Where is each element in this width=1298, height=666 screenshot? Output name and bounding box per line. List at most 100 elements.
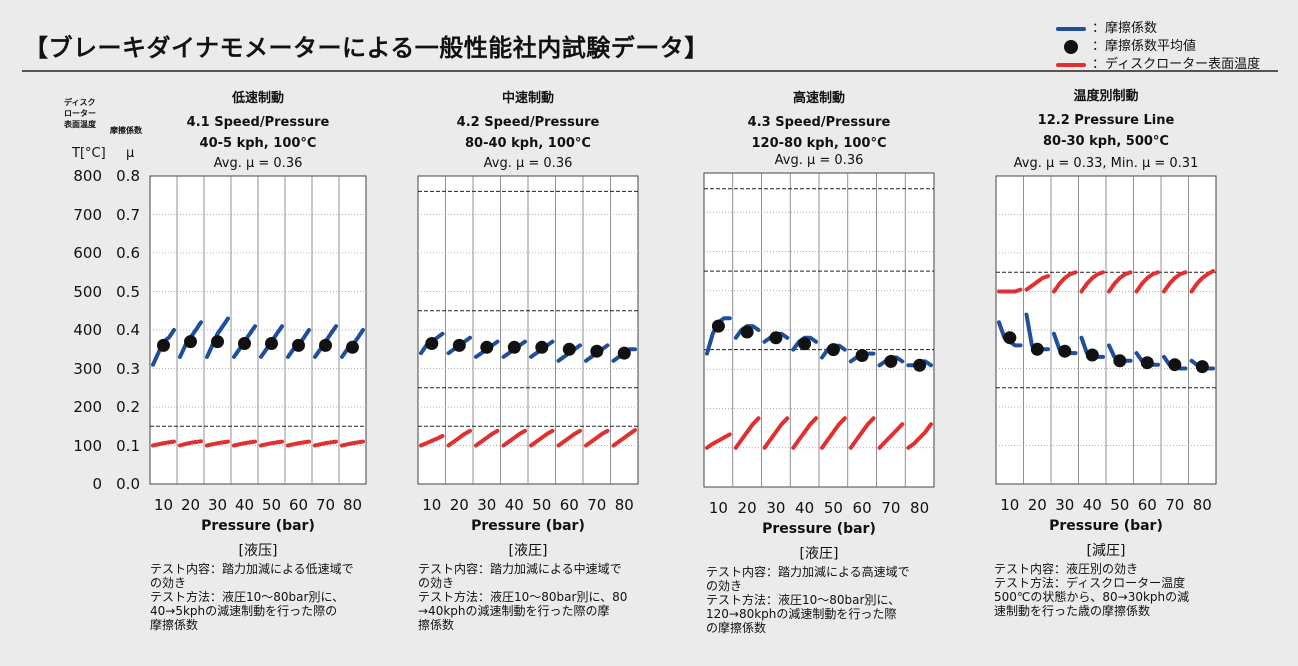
- mu-average-point: [157, 338, 170, 352]
- x-tick-label: 40: [795, 499, 814, 517]
- temperature-line-segment: [340, 439, 365, 448]
- x-axis-label: Pressure (bar): [201, 518, 315, 534]
- x-tick-label: 30: [1055, 496, 1074, 514]
- temp-tick-label: 800: [73, 167, 102, 185]
- x-tick-label: 40: [235, 496, 254, 514]
- title-divider: [22, 70, 1278, 72]
- legend-label-temp: ：ディスクローター表面温度: [1092, 57, 1261, 72]
- temperature-line-segment: [501, 428, 527, 448]
- temp-tick-label: 500: [73, 282, 102, 301]
- mu-average-point: [292, 338, 305, 352]
- mu-tick-label: 0.5: [116, 282, 140, 301]
- temperature-line-segment: [1024, 274, 1050, 292]
- mu-average-point: [1195, 360, 1209, 374]
- x-tick-label: 70: [1165, 496, 1184, 514]
- x-tick-label: 70: [316, 496, 335, 514]
- temperature-line-segment: [848, 416, 876, 450]
- mu-average-point: [265, 337, 278, 350]
- mu-average-point: [617, 346, 631, 360]
- mu-average-point: [826, 343, 840, 357]
- temperature-line-segment: [705, 432, 732, 450]
- test-description: テスト内容：液圧別の効き テスト方法：ディスクローター温度 500℃の状態から、…: [994, 562, 1190, 618]
- chart-plot: 10 20 30 40 50 60 70 80: [149, 175, 367, 514]
- x-tick-label: 70: [881, 499, 900, 517]
- temperature-line-segment: [584, 428, 610, 448]
- legend-label-avg: ：摩擦係数平均値: [1092, 39, 1197, 54]
- x-tick-label: 20: [1028, 496, 1047, 514]
- temperature-line-segment: [313, 439, 338, 448]
- mu-axis-unit: μ: [126, 146, 135, 161]
- mu-average-point: [452, 338, 466, 352]
- legend-item-temp: ：ディスクローター表面温度: [1056, 56, 1260, 74]
- chart-condition: 80-30 kph, 500°C: [1043, 134, 1169, 149]
- legend-item-mu: ：摩擦係数: [1056, 20, 1260, 38]
- temperature-line-segment: [286, 439, 311, 448]
- x-axis-label: Pressure (bar): [471, 518, 585, 534]
- temp-tick-label: 400: [73, 321, 102, 339]
- x-axis-label: Pressure (bar): [762, 521, 876, 537]
- mu-average-point: [319, 338, 332, 352]
- mu-average-point: [425, 337, 439, 350]
- temperature-line-segment: [556, 428, 582, 448]
- temperature-line-segment: [205, 439, 230, 448]
- x-tick-label: 40: [1083, 496, 1102, 514]
- mu-average-point: [855, 349, 869, 362]
- page-title: 【ブレーキダイナモメーターによる一般性能社内試験データ】: [24, 34, 709, 62]
- temp-tick-label: 200: [73, 398, 102, 416]
- mu-average-point: [480, 340, 494, 354]
- pressure-type-label: [減圧]: [1086, 543, 1126, 559]
- pressure-type-label: [液圧]: [508, 543, 548, 559]
- x-tick-label: 10: [709, 499, 728, 517]
- temperature-line-segment: [1107, 270, 1133, 294]
- temperature-line-segment: [1134, 270, 1160, 294]
- mu-average-point: [1058, 344, 1072, 358]
- x-tick-label: 10: [1000, 496, 1019, 514]
- temperature-line-segment: [474, 428, 500, 448]
- temperature-line-segment: [611, 428, 637, 448]
- x-tick-label: 50: [532, 496, 551, 514]
- temperature-line-segment: [419, 433, 445, 448]
- mu-average-point: [507, 340, 521, 354]
- chart-avg-mu: Avg. μ = 0.33, Min. μ = 0.31: [1013, 156, 1199, 171]
- chart-test-name: 4.2 Speed/Pressure: [456, 115, 600, 130]
- mu-average-point: [346, 340, 359, 354]
- chart-heading: 温度別制動: [1073, 89, 1139, 104]
- pressure-type-label: [液圧]: [799, 546, 839, 562]
- x-tick-label: 50: [1110, 496, 1129, 514]
- x-tick-label: 10: [422, 496, 441, 514]
- temperature-line-segment: [259, 439, 284, 448]
- mu-tick-label: 0.2: [116, 398, 140, 416]
- x-tick-label: 30: [208, 496, 227, 514]
- x-tick-label: 80: [910, 499, 929, 517]
- x-tick-label: 50: [262, 496, 281, 514]
- legend-label-mu: ：摩擦係数: [1092, 21, 1158, 36]
- x-tick-label: 80: [343, 496, 362, 514]
- chart-heading: 中速制動: [501, 91, 554, 106]
- temp-axis-caption: ディスク ローター 表面温度: [64, 98, 96, 129]
- test-description: テスト内容：踏力加減による低速域で の効き テスト方法：液圧10～80bar別に…: [150, 562, 354, 632]
- temp-tick-label: 100: [73, 436, 102, 455]
- x-tick-label: 80: [615, 496, 634, 514]
- temperature-line-segment: [151, 439, 176, 448]
- pressure-type-label: [液压]: [238, 543, 278, 559]
- mu-average-point: [1003, 331, 1017, 345]
- x-tick-label: 50: [824, 499, 843, 517]
- chart-heading: 低速制動: [231, 91, 284, 106]
- x-tick-label: 60: [560, 496, 579, 514]
- mu-tick-label: 0.8: [116, 167, 140, 185]
- x-tick-label: 60: [1138, 496, 1157, 514]
- mu-average-point: [884, 354, 898, 368]
- mu-tick-label: 0.4: [116, 321, 140, 339]
- chart-avg-mu: Avg. μ = 0.36: [213, 156, 303, 171]
- temperature-line-segment: [529, 428, 555, 448]
- temp-tick-label: 700: [73, 205, 102, 224]
- legend-item-avg: ：摩擦係数平均値: [1056, 38, 1260, 56]
- chart-test-name: 4.1 Speed/Pressure: [186, 115, 330, 130]
- chart-avg-mu: Avg. μ = 0.36: [483, 156, 573, 171]
- chart-plot: 10 20 30 40 50 60 70 80: [703, 172, 935, 517]
- mu-average-point: [211, 335, 224, 349]
- temp-axis-unit: T[°C]: [72, 146, 106, 161]
- temperature-line-segment: [762, 416, 790, 450]
- x-tick-label: 30: [477, 496, 496, 514]
